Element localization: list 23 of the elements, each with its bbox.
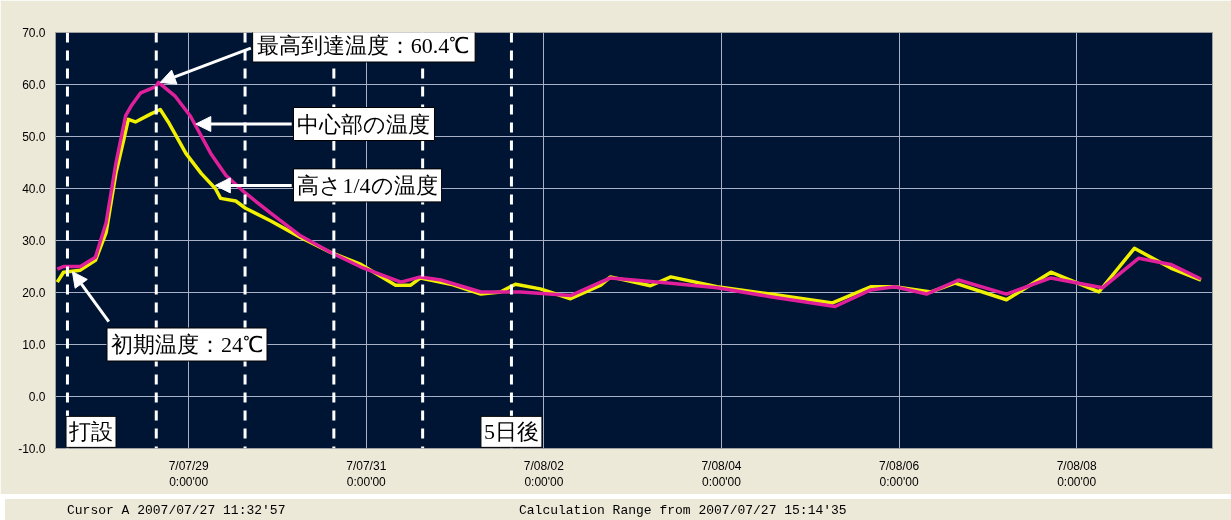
y-tick-label: 10.0 bbox=[22, 338, 46, 352]
x-tick-label: 7/07/29 0:00'00 bbox=[168, 458, 210, 490]
y-tick-label: 30.0 bbox=[22, 234, 46, 248]
y-tick-label: 0.0 bbox=[28, 390, 46, 404]
x-tick-label: 7/08/02 0:00'00 bbox=[523, 458, 565, 490]
annotation: 中心部の温度 bbox=[297, 111, 431, 137]
y-tick-label: 20.0 bbox=[22, 286, 46, 300]
ref-line-label: 打設 bbox=[68, 419, 114, 445]
annotation: 高さ1/4の温度 bbox=[297, 172, 438, 198]
annotation: 最高到達温度：60.4℃ bbox=[256, 33, 470, 58]
ref-line-label: 5日後 bbox=[483, 419, 539, 445]
y-tick-label: -10.0 bbox=[18, 442, 46, 456]
x-tick-label: 7/08/08 0:00'00 bbox=[1056, 458, 1097, 490]
annotation: 初期温度：24℃ bbox=[111, 332, 263, 357]
x-tick-label: 7/08/06 0:00'00 bbox=[879, 458, 920, 490]
x-tick-label: 7/07/31 0:00'00 bbox=[346, 458, 387, 490]
y-tick-label: 50.0 bbox=[22, 130, 46, 144]
y-tick-label: 70.0 bbox=[22, 26, 46, 40]
text: Calculation Range from 2007/07/27 15:14'35 bbox=[519, 503, 847, 519]
text: Cursor A 2007/07/27 11:32'57 bbox=[67, 503, 286, 519]
x-tick-label: 7/08/04 0:00'00 bbox=[701, 458, 742, 490]
y-tick-label: 40.0 bbox=[22, 182, 46, 196]
y-tick-label: 60.0 bbox=[22, 78, 46, 92]
